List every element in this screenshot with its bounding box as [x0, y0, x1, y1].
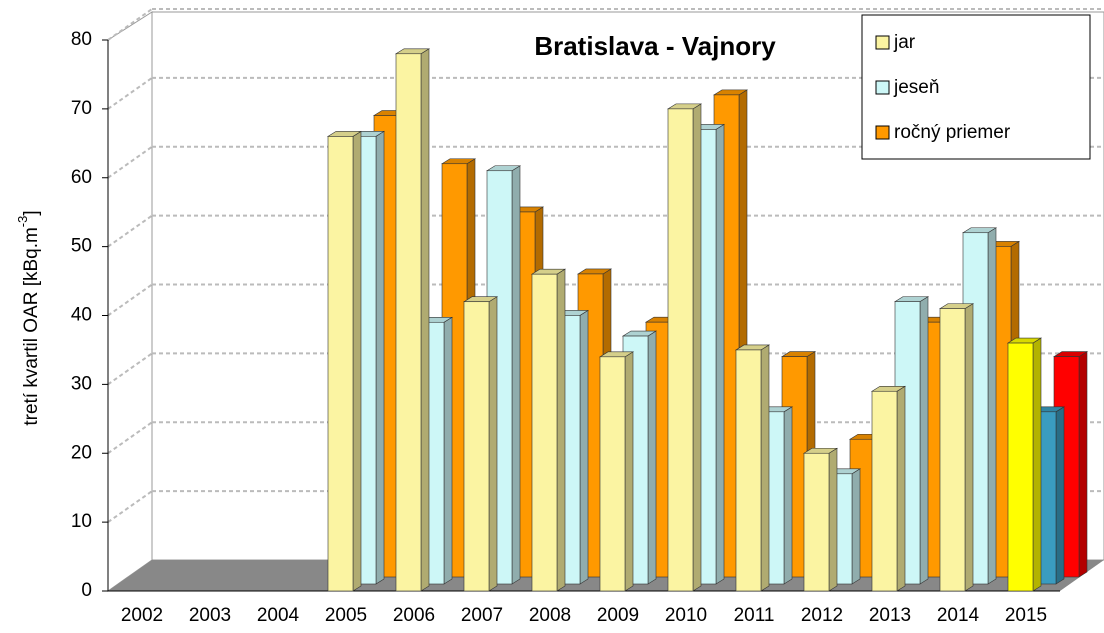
- x-tick-label: 2014: [937, 605, 980, 626]
- bar-side: [624, 351, 634, 592]
- bar-front: [463, 301, 490, 592]
- bar-side: [420, 48, 430, 592]
- x-tick-label: 2010: [665, 605, 707, 626]
- legend-swatch: [875, 125, 890, 140]
- legend-label: jar: [893, 32, 916, 53]
- legend-swatch: [875, 35, 890, 50]
- y-label-sup: -3: [15, 216, 30, 228]
- bar: [938, 303, 975, 592]
- bar: [598, 351, 635, 592]
- x-tick-label: 2003: [189, 605, 231, 626]
- bar-side: [1078, 351, 1088, 578]
- grid-line: [107, 283, 153, 317]
- x-tick-label: 2012: [801, 605, 843, 626]
- bar-side: [715, 123, 725, 585]
- bar-side: [964, 303, 974, 592]
- bar-front: [327, 136, 354, 592]
- x-tick-label: 2005: [325, 605, 367, 626]
- bar-side: [987, 227, 997, 585]
- x-tick-label: 2004: [257, 605, 300, 626]
- grid-line: [107, 352, 153, 386]
- y-tick-label: 70: [71, 98, 92, 119]
- bar: [802, 447, 839, 592]
- y-tick-label: 0: [81, 580, 92, 601]
- bar-side: [647, 330, 657, 585]
- bar-side: [692, 103, 702, 592]
- bar-side: [783, 406, 793, 585]
- x-tick-label: 2015: [1005, 605, 1047, 626]
- y-tick-label: 20: [71, 442, 92, 463]
- legend-swatch: [875, 80, 890, 95]
- x-tick-label: 2002: [121, 605, 163, 626]
- y-tick-label: 40: [71, 305, 92, 326]
- legend-label: jeseň: [893, 77, 939, 98]
- y-tick-label: 10: [71, 511, 92, 532]
- y-tick-label: 60: [71, 167, 92, 188]
- y-axis-label: tretí kvartil OAR [kBq.m-3]: [15, 210, 42, 425]
- bar: [1006, 337, 1043, 592]
- bar-side: [896, 385, 906, 592]
- bar: [326, 130, 363, 592]
- legend: [861, 14, 1091, 160]
- bar-side: [375, 130, 385, 585]
- bar-side: [1032, 337, 1042, 592]
- bar-side: [579, 309, 589, 585]
- y-label-main: tretí kvartil OAR [kBq.m: [21, 227, 42, 425]
- bar-side: [760, 344, 770, 592]
- bar-front: [667, 108, 694, 592]
- bar-side: [1055, 406, 1065, 585]
- grid-line: [107, 214, 153, 248]
- bar-front: [599, 356, 626, 592]
- legend-label: ročný priemer: [894, 122, 1011, 143]
- bar: [462, 296, 499, 592]
- y-tick-label: 50: [71, 236, 92, 257]
- bar: [530, 268, 567, 592]
- bar: [666, 103, 703, 592]
- side-wall: [107, 11, 153, 592]
- bar-side: [443, 316, 453, 585]
- legend-entries: jar jeseň ročný priemer: [875, 32, 1011, 143]
- bar-side: [352, 130, 362, 592]
- bar-side: [828, 447, 838, 592]
- grid-line: [107, 8, 153, 41]
- bar-front: [395, 53, 422, 592]
- bar: [394, 48, 431, 592]
- bar-side: [488, 296, 498, 592]
- grid-line: [107, 421, 153, 455]
- x-tick-label: 2009: [597, 605, 639, 626]
- y-tick-label: 80: [71, 29, 92, 50]
- y-label-end: ]: [21, 210, 42, 215]
- bar-side: [851, 468, 861, 585]
- bar-front: [939, 308, 966, 592]
- x-tick-label: 2013: [869, 605, 911, 626]
- x-tick-label: 2006: [393, 605, 435, 626]
- bar-front: [735, 349, 762, 592]
- bar-side: [556, 268, 566, 592]
- bar-front: [803, 452, 830, 592]
- x-tick-label: 2008: [529, 605, 571, 626]
- x-tick-label: 2007: [461, 605, 503, 626]
- bar-front: [871, 390, 898, 592]
- bars: [326, 48, 1089, 592]
- chart-title: Bratislava - Vajnory: [534, 31, 776, 61]
- grid-line: [107, 490, 153, 523]
- y-tick-label: 30: [71, 373, 92, 394]
- bar-side: [919, 296, 929, 585]
- bar-side: [511, 165, 521, 585]
- grid-line: [107, 77, 153, 110]
- bar: [870, 385, 907, 592]
- bar-front: [1007, 342, 1034, 592]
- bar-front: [531, 273, 558, 592]
- bar: [734, 344, 771, 592]
- grid-line: [107, 145, 153, 179]
- x-tick-label: 2011: [734, 605, 775, 626]
